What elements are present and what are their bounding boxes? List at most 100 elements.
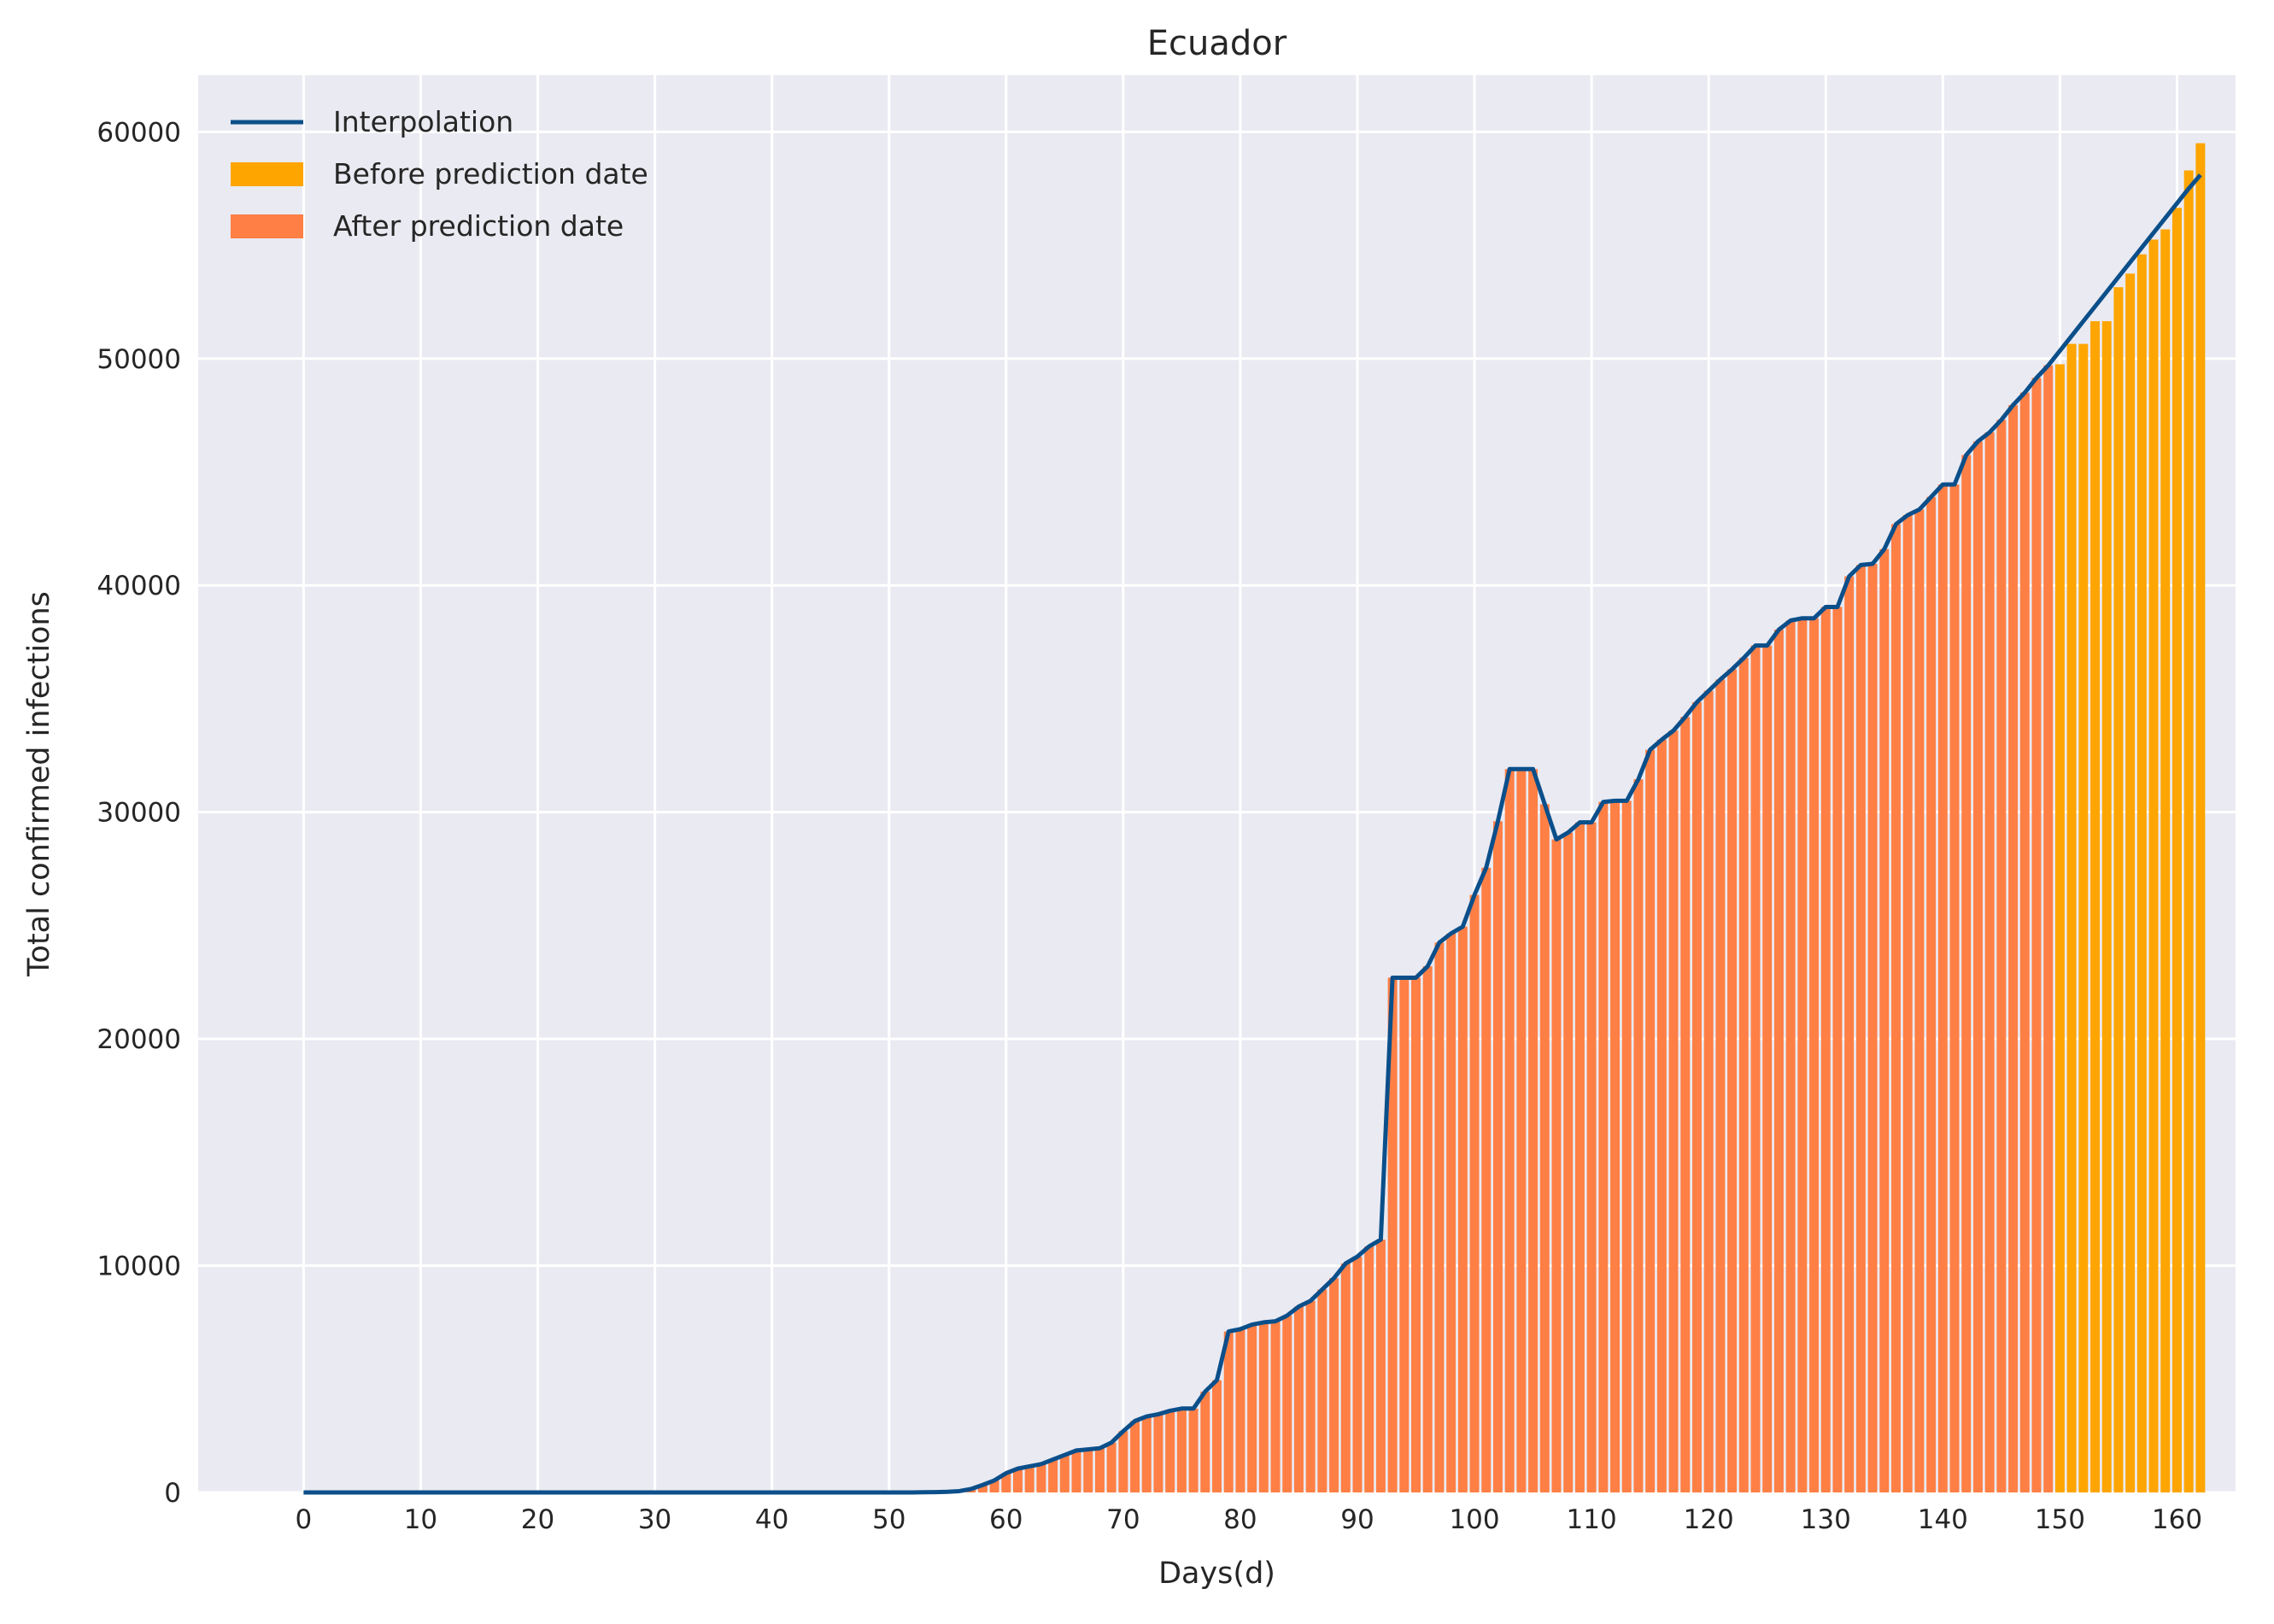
bar-after-prediction bbox=[1317, 1289, 1327, 1492]
bar-after-prediction bbox=[1165, 1410, 1175, 1492]
bar-after-prediction bbox=[1552, 840, 1562, 1492]
bar-after-prediction bbox=[1142, 1416, 1152, 1492]
bar-after-prediction bbox=[1739, 658, 1749, 1492]
x-tick-label: 40 bbox=[755, 1504, 788, 1535]
bar-after-prediction bbox=[1914, 509, 1924, 1492]
x-axis-label: Days(d) bbox=[1158, 1557, 1275, 1591]
x-tick-label: 70 bbox=[1106, 1504, 1140, 1535]
y-axis-label: Total confirmed infections bbox=[22, 591, 56, 977]
bar-after-prediction bbox=[1996, 419, 2006, 1492]
bar-before-prediction bbox=[2090, 321, 2100, 1492]
bar-before-prediction bbox=[2195, 144, 2205, 1492]
bar-after-prediction bbox=[1751, 646, 1761, 1492]
bar-after-prediction bbox=[2008, 405, 2018, 1492]
bar-after-prediction bbox=[1399, 977, 1409, 1492]
bar-after-prediction bbox=[1903, 515, 1913, 1492]
bar-after-prediction bbox=[1797, 619, 1807, 1492]
bar-after-prediction bbox=[1575, 823, 1585, 1492]
bar-after-prediction bbox=[1540, 804, 1550, 1492]
bar-after-prediction bbox=[1973, 442, 1983, 1492]
bar-after-prediction bbox=[1118, 1431, 1128, 1492]
bar-after-prediction bbox=[1587, 823, 1597, 1492]
legend-swatch-after-prediction bbox=[231, 214, 303, 238]
bar-after-prediction bbox=[1177, 1409, 1187, 1492]
bar-after-prediction bbox=[1762, 646, 1772, 1492]
bar-after-prediction bbox=[1072, 1451, 1081, 1492]
bar-after-prediction bbox=[1329, 1278, 1339, 1492]
bar-after-prediction bbox=[1189, 1409, 1199, 1492]
bar-after-prediction bbox=[1938, 484, 1948, 1492]
bar-after-prediction bbox=[1458, 927, 1468, 1492]
bar-before-prediction bbox=[2149, 239, 2159, 1492]
bar-after-prediction bbox=[1727, 669, 1737, 1492]
bar-after-prediction bbox=[1680, 717, 1690, 1492]
bar-after-prediction bbox=[1048, 1460, 1058, 1492]
bar-after-prediction bbox=[1036, 1464, 1046, 1492]
bar-after-prediction bbox=[1704, 691, 1714, 1492]
bar-before-prediction bbox=[2125, 273, 2135, 1492]
bar-after-prediction bbox=[1610, 800, 1620, 1492]
x-tick-label: 140 bbox=[1918, 1504, 1968, 1535]
x-tick-label: 10 bbox=[404, 1504, 437, 1535]
bar-before-prediction bbox=[2172, 208, 2182, 1492]
bar-after-prediction bbox=[1341, 1263, 1351, 1492]
x-tick-label: 80 bbox=[1223, 1504, 1257, 1535]
bar-before-prediction bbox=[2102, 321, 2112, 1492]
bar-after-prediction bbox=[2032, 378, 2042, 1492]
bar-after-prediction bbox=[1259, 1322, 1269, 1492]
bar-before-prediction bbox=[2160, 229, 2170, 1492]
bar-after-prediction bbox=[1832, 607, 1842, 1492]
bar-after-prediction bbox=[1598, 802, 1608, 1492]
y-tick-label: 0 bbox=[164, 1478, 181, 1509]
bar-after-prediction bbox=[1294, 1306, 1304, 1492]
bar-before-prediction bbox=[2078, 344, 2088, 1492]
bar-after-prediction bbox=[1470, 895, 1480, 1492]
y-tick-label: 50000 bbox=[97, 344, 181, 375]
bar-after-prediction bbox=[1306, 1301, 1316, 1492]
bar-after-prediction bbox=[1025, 1466, 1034, 1492]
x-tick-label: 20 bbox=[521, 1504, 554, 1535]
y-tick-label: 20000 bbox=[97, 1024, 181, 1055]
bar-after-prediction bbox=[1821, 607, 1831, 1492]
bar-after-prediction bbox=[1961, 455, 1971, 1492]
x-tick-label: 50 bbox=[872, 1504, 905, 1535]
bar-after-prediction bbox=[1926, 497, 1936, 1492]
bar-after-prediction bbox=[1271, 1322, 1281, 1492]
y-tick-label: 30000 bbox=[97, 798, 181, 829]
bar-after-prediction bbox=[1563, 833, 1573, 1492]
legend-swatch-before-prediction bbox=[231, 162, 303, 186]
bar-after-prediction bbox=[1692, 702, 1702, 1492]
x-tick-label: 110 bbox=[1567, 1504, 1617, 1535]
bar-after-prediction bbox=[1282, 1316, 1292, 1492]
bar-after-prediction bbox=[1868, 564, 1878, 1492]
bar-after-prediction bbox=[1060, 1455, 1070, 1492]
bar-after-prediction bbox=[1153, 1414, 1163, 1492]
bar-after-prediction bbox=[1376, 1240, 1386, 1492]
bar-after-prediction bbox=[1844, 577, 1854, 1492]
bar-after-prediction bbox=[1130, 1421, 1140, 1492]
bar-after-prediction bbox=[1950, 484, 1960, 1492]
legend-label-interpolation: Interpolation bbox=[333, 105, 513, 138]
x-tick-label: 30 bbox=[638, 1504, 671, 1535]
bar-after-prediction bbox=[1622, 800, 1632, 1492]
bar-after-prediction bbox=[1235, 1329, 1245, 1492]
y-tick-label: 40000 bbox=[97, 571, 181, 601]
bar-after-prediction bbox=[1879, 549, 1889, 1492]
bar-after-prediction bbox=[1633, 779, 1643, 1492]
y-tick-label: 10000 bbox=[97, 1252, 181, 1282]
bar-after-prediction bbox=[1434, 942, 1444, 1492]
x-tick-label: 90 bbox=[1340, 1504, 1374, 1535]
x-tick-label: 100 bbox=[1449, 1504, 1499, 1535]
bar-after-prediction bbox=[2043, 366, 2053, 1492]
bar-after-prediction bbox=[1715, 679, 1725, 1492]
bar-after-prediction bbox=[1774, 630, 1784, 1492]
bar-before-prediction bbox=[2184, 170, 2194, 1492]
x-tick-label: 130 bbox=[1801, 1504, 1851, 1535]
bar-after-prediction bbox=[1247, 1325, 1257, 1492]
bar-after-prediction bbox=[1669, 730, 1679, 1492]
bar-before-prediction bbox=[2137, 255, 2147, 1492]
bar-before-prediction bbox=[2055, 364, 2065, 1492]
bar-after-prediction bbox=[1809, 619, 1819, 1492]
